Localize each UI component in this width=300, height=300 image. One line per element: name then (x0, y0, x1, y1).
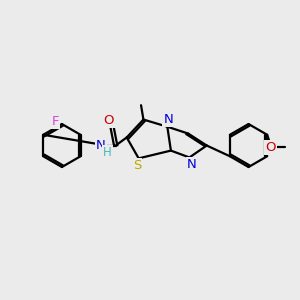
Text: N: N (163, 113, 173, 126)
Text: H: H (103, 146, 112, 159)
Text: N: N (96, 139, 106, 152)
Text: S: S (133, 159, 141, 172)
Text: F: F (52, 115, 59, 128)
Text: O: O (266, 141, 276, 154)
Text: O: O (103, 114, 113, 127)
Text: N: N (187, 158, 197, 171)
